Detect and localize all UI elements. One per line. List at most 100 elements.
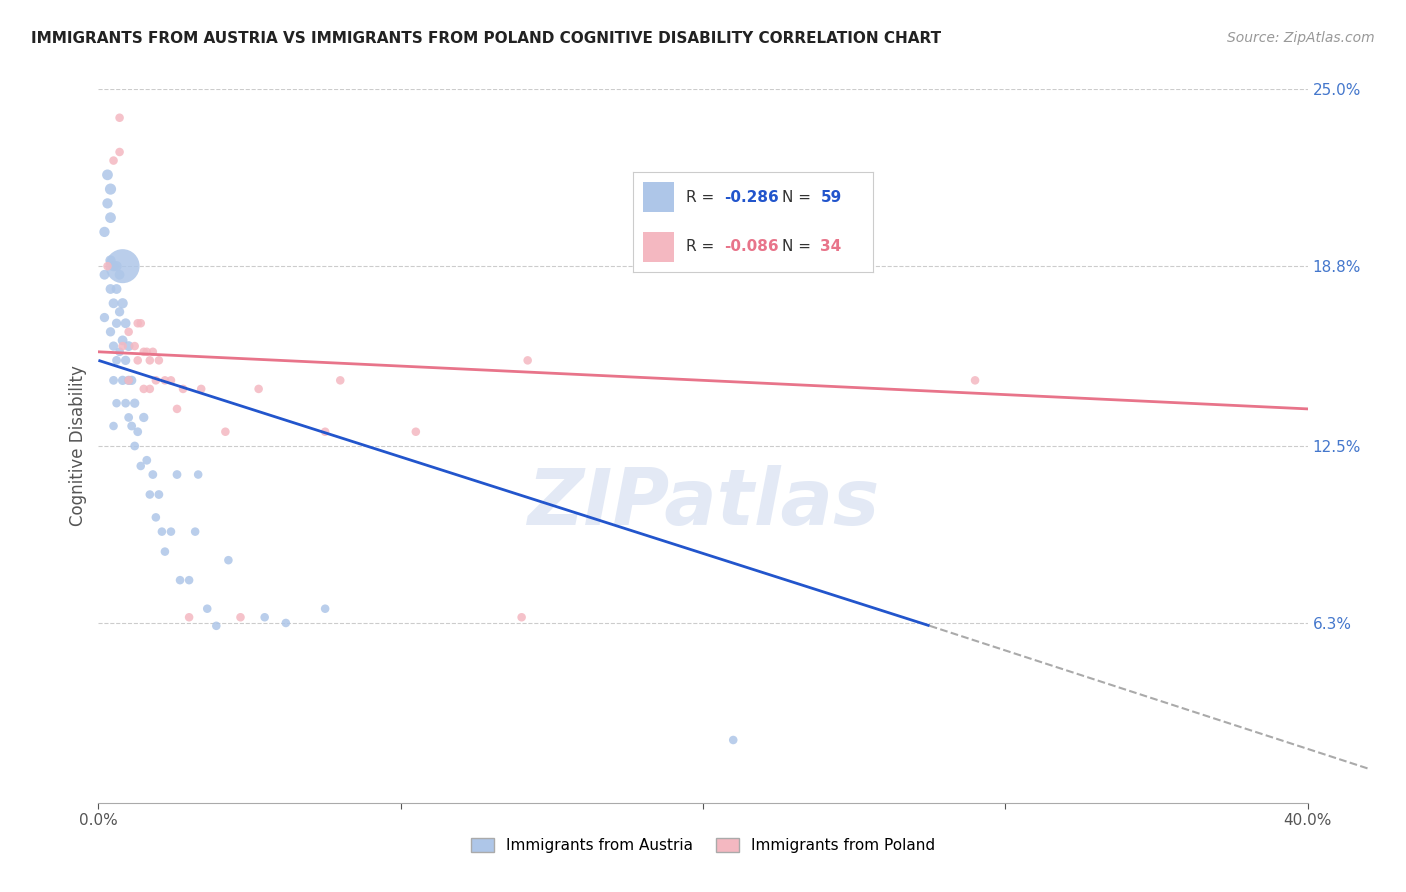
Point [111, 334, 134, 348]
Point [132, 382, 155, 396]
Point [217, 553, 239, 567]
Point [114, 396, 136, 410]
Point [139, 382, 162, 396]
Point [132, 410, 155, 425]
FancyBboxPatch shape [643, 232, 673, 262]
Point [103, 373, 125, 387]
Point [105, 396, 128, 410]
Text: Source: ZipAtlas.com: Source: ZipAtlas.com [1227, 31, 1375, 45]
Point [103, 419, 125, 434]
Point [229, 610, 252, 624]
Point [114, 353, 136, 368]
Point [127, 425, 149, 439]
Point [124, 396, 146, 410]
Point [135, 344, 157, 359]
Point [100, 211, 122, 225]
Point [160, 373, 183, 387]
Point [118, 410, 141, 425]
Text: ZIPatlas: ZIPatlas [527, 465, 879, 541]
Text: R =: R = [686, 239, 720, 254]
Point [179, 573, 201, 587]
Point [100, 253, 122, 268]
Point [314, 601, 336, 615]
Point [150, 524, 173, 539]
Point [103, 339, 125, 353]
Point [195, 601, 218, 615]
Point [129, 316, 152, 330]
Point [135, 453, 157, 467]
Point [405, 425, 427, 439]
Point [145, 373, 167, 387]
Point [190, 382, 212, 396]
Point [96, 259, 118, 273]
Legend: Immigrants from Austria, Immigrants from Poland: Immigrants from Austria, Immigrants from… [465, 832, 941, 859]
Point [153, 373, 176, 387]
Point [103, 296, 125, 310]
Point [184, 524, 207, 539]
Point [148, 487, 170, 501]
Point [121, 373, 143, 387]
Point [105, 353, 128, 368]
Point [187, 467, 209, 482]
Point [100, 282, 122, 296]
Point [96, 196, 118, 211]
Point [93, 310, 115, 325]
Point [118, 373, 141, 387]
Point [274, 615, 297, 630]
Point [516, 353, 538, 368]
Point [111, 296, 134, 310]
Point [510, 610, 533, 624]
Point [108, 268, 131, 282]
Point [103, 153, 125, 168]
Point [145, 510, 167, 524]
Point [100, 182, 122, 196]
Point [114, 316, 136, 330]
Point [124, 339, 146, 353]
Point [965, 373, 987, 387]
Text: 59: 59 [820, 190, 842, 204]
Point [124, 439, 146, 453]
Point [111, 339, 134, 353]
Text: R =: R = [686, 190, 720, 204]
Point [253, 610, 276, 624]
Text: -0.086: -0.086 [724, 239, 779, 254]
Point [166, 467, 188, 482]
Point [108, 344, 131, 359]
Point [129, 458, 152, 473]
Text: N =: N = [782, 190, 815, 204]
Point [132, 344, 155, 359]
Point [93, 225, 115, 239]
Point [118, 339, 141, 353]
Point [108, 111, 131, 125]
Text: 34: 34 [820, 239, 842, 254]
Point [179, 610, 201, 624]
Point [93, 268, 115, 282]
Point [139, 487, 162, 501]
Point [111, 373, 134, 387]
Point [329, 373, 352, 387]
Text: IMMIGRANTS FROM AUSTRIA VS IMMIGRANTS FROM POLAND COGNITIVE DISABILITY CORRELATI: IMMIGRANTS FROM AUSTRIA VS IMMIGRANTS FR… [31, 31, 941, 46]
Point [105, 316, 128, 330]
Y-axis label: Cognitive Disability: Cognitive Disability [69, 366, 87, 526]
Point [169, 573, 191, 587]
Point [108, 145, 131, 159]
Point [127, 353, 149, 368]
Point [172, 382, 194, 396]
Point [96, 168, 118, 182]
Point [142, 467, 165, 482]
Point [121, 419, 143, 434]
Text: N =: N = [782, 239, 815, 254]
Point [118, 373, 141, 387]
Point [153, 544, 176, 558]
Point [148, 353, 170, 368]
Text: -0.286: -0.286 [724, 190, 779, 204]
Point [100, 325, 122, 339]
FancyBboxPatch shape [643, 182, 673, 212]
Point [108, 305, 131, 319]
Point [723, 733, 745, 747]
Point [118, 325, 141, 339]
Point [127, 316, 149, 330]
Point [247, 382, 270, 396]
Point [111, 259, 134, 273]
Point [160, 524, 183, 539]
